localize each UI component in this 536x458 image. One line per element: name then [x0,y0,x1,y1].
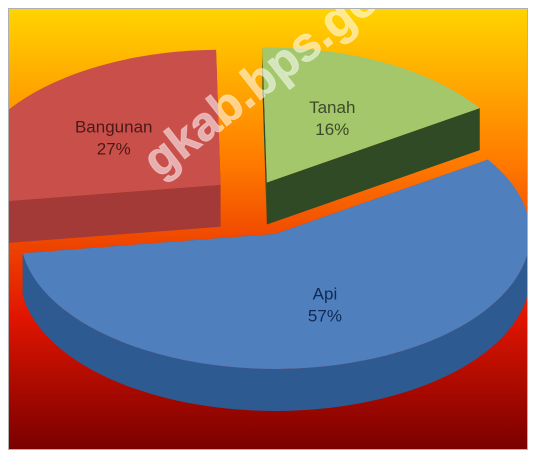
pie-slice-bangunan [9,49,221,243]
slice-label-api: Api [313,284,338,303]
slice-value-api: 57% [308,306,342,325]
pie-slices [9,47,527,411]
slice-value-bangunan: 27% [97,140,131,159]
slice-label-bangunan: Bangunan [75,118,153,137]
slice-label-tanah: Tanah [309,98,355,117]
slice-value-tanah: 16% [315,120,349,139]
pie-slice-tanah [262,47,480,225]
pie-labels: Tanah 16% Bangunan 27% Api 57% [75,98,355,326]
pie-slice-api [22,159,527,411]
